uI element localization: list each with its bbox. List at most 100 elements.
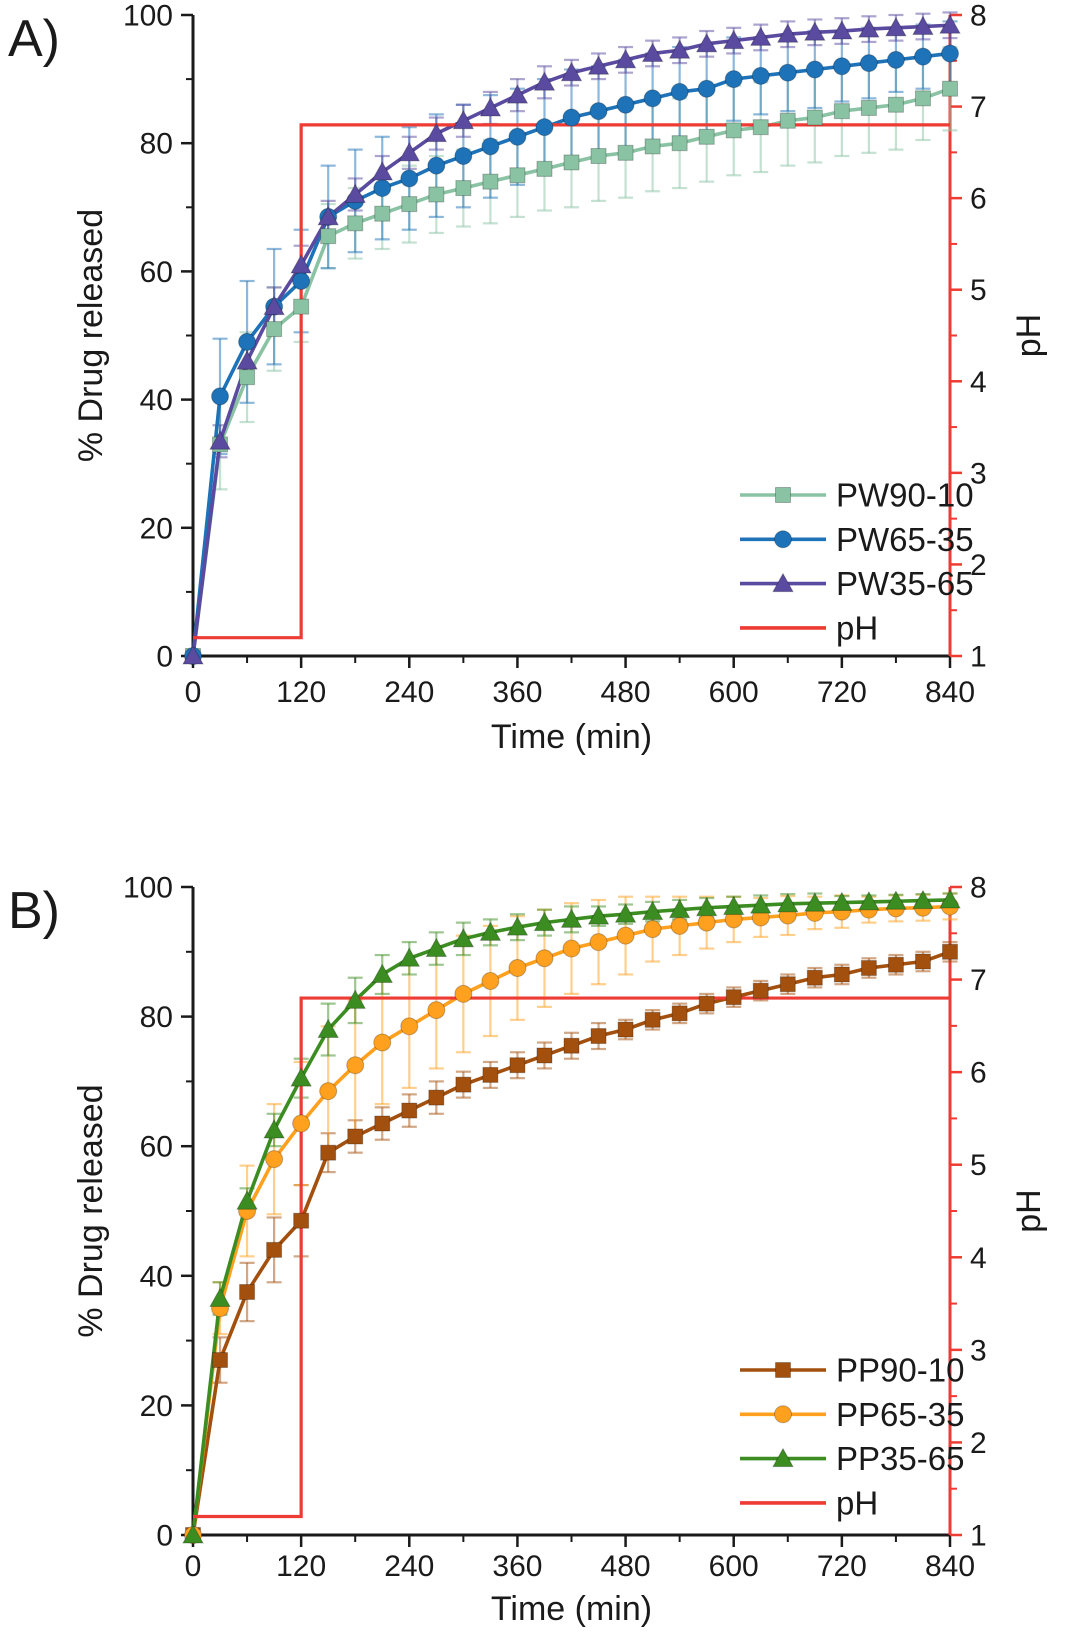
y-tick-label: 60	[140, 1131, 173, 1164]
x-tick-label: 360	[492, 676, 542, 709]
PP65-35-marker	[670, 916, 689, 935]
PW35-65-marker	[560, 61, 583, 82]
PP90-10-marker	[239, 1284, 256, 1300]
PW90-10-marker	[860, 99, 877, 116]
PW65-35-marker	[508, 127, 527, 146]
axes: 0 120 240 360 480 600 720 840 0 20 40 60 80 100 1 2 3 4 5 6…	[123, 0, 987, 709]
PP90-10-marker	[698, 995, 715, 1012]
PP90-10-marker	[644, 1011, 661, 1028]
PW90-10-marker	[266, 321, 283, 338]
legend-label-pH: pH	[836, 1484, 878, 1521]
PP35-65-marker	[614, 903, 637, 923]
PW90-10-marker	[347, 215, 364, 232]
PP90-10-marker	[482, 1066, 499, 1083]
PW65-35-marker	[832, 57, 851, 76]
y2-tick-label: 6	[970, 1057, 987, 1090]
PP35-65-marker	[803, 892, 826, 912]
PP65-35-marker	[562, 939, 581, 958]
PW65-35-marker	[751, 66, 770, 85]
PP90-10-marker	[374, 1115, 391, 1132]
PP65-35-marker	[508, 959, 527, 977]
PP35-65-marker	[831, 891, 853, 912]
y-tick-label: 0	[156, 641, 173, 674]
PW35-65-marker	[533, 71, 556, 91]
PW90-10-marker	[590, 148, 607, 165]
PP65-35-marker	[427, 1001, 446, 1020]
PP90-10-marker	[914, 953, 931, 970]
y-axis-label: % Drug released	[72, 209, 110, 462]
PW65-35-marker	[292, 272, 311, 291]
PW90-10-marker	[320, 228, 337, 245]
PP35-65-marker	[398, 947, 421, 967]
PW90-10-marker	[293, 298, 310, 315]
PW35-65-marker	[614, 48, 637, 69]
PP35-65-marker	[452, 927, 475, 948]
PW65-35-marker	[724, 70, 743, 89]
PW65-35-marker	[589, 102, 608, 121]
PP90-10-marker	[671, 1005, 688, 1022]
PP90-10-marker	[536, 1047, 553, 1064]
PW90-10-marker	[887, 96, 904, 113]
PW35-65-marker	[668, 39, 691, 59]
x-tick-label: 600	[709, 676, 759, 709]
PW90-10-marker	[671, 135, 688, 152]
legend-label-PP35-65: PP35-65	[836, 1440, 964, 1477]
PW35-65-marker	[317, 205, 340, 226]
y-tick-label: 20	[140, 512, 173, 545]
y-tick-label: 40	[140, 384, 173, 417]
legend-marker-PP35-65	[772, 1447, 794, 1468]
legend-marker-PW90-10	[775, 487, 791, 503]
PW35-65-marker	[641, 42, 664, 62]
y2-tick-label: 4	[970, 1242, 987, 1275]
PW65-35-marker	[427, 156, 446, 175]
PP65-35-marker	[292, 1114, 311, 1133]
series-markers-PW35-65	[182, 14, 961, 665]
y-tick-label: 20	[140, 1390, 173, 1423]
y-tick-label: 40	[140, 1260, 173, 1293]
PP65-35-marker	[589, 933, 608, 952]
PW65-35-marker	[211, 387, 230, 406]
y2-tick-label: 3	[970, 1334, 987, 1367]
x-tick-label: 120	[276, 676, 326, 709]
PP65-35-marker	[616, 926, 635, 945]
PP65-35-marker	[346, 1056, 365, 1075]
PP65-35-marker	[319, 1082, 338, 1101]
axes: 0 120 240 360 480 600 720 840 0 20 40 60 80 100 1 2 3 4 5 6…	[123, 872, 987, 1584]
PP90-10-marker	[563, 1037, 580, 1054]
legend-item-PW35-65: PW35-65	[740, 565, 974, 602]
PW35-65-marker	[831, 19, 853, 40]
PP65-35-marker	[373, 1033, 392, 1052]
x-axis-label: Time (min)	[491, 1590, 652, 1628]
PP90-10-marker	[942, 943, 958, 960]
PW90-10-marker	[752, 119, 769, 136]
PP35-65-marker	[885, 890, 907, 910]
PW35-65-marker	[858, 18, 880, 38]
x-tick-label: 720	[817, 1550, 867, 1583]
PW90-10-marker	[455, 180, 472, 197]
PP35-65-marker	[641, 900, 664, 921]
PW90-10-marker	[509, 167, 526, 184]
legend-label-PW90-10: PW90-10	[836, 477, 974, 514]
legend-label-PP90-10: PP90-10	[836, 1352, 964, 1389]
PW90-10-marker	[698, 128, 715, 145]
y2-tick-label: 8	[970, 0, 987, 33]
y-tick-label: 0	[156, 1520, 173, 1553]
PP35-65-marker	[425, 937, 448, 958]
PP65-35-marker	[400, 1017, 419, 1036]
PP90-10-marker	[833, 966, 850, 983]
PP90-10-marker	[509, 1057, 526, 1074]
PP35-65-marker	[533, 911, 556, 932]
PW35-65-marker	[722, 29, 745, 50]
PP65-35-marker	[481, 971, 500, 990]
y2-tick-label: 6	[970, 183, 987, 216]
PW65-35-marker	[859, 54, 878, 73]
PP90-10-marker	[455, 1076, 472, 1093]
PW35-65-marker	[452, 109, 475, 130]
PP35-65-marker	[939, 888, 961, 909]
ph-step-line	[193, 996, 950, 1519]
x-axis-label: Time (min)	[491, 718, 652, 756]
PW65-35-marker	[670, 82, 689, 101]
y2-tick-label: 7	[970, 964, 987, 997]
PP35-65-marker	[912, 889, 934, 910]
PW90-10-marker	[725, 122, 742, 139]
